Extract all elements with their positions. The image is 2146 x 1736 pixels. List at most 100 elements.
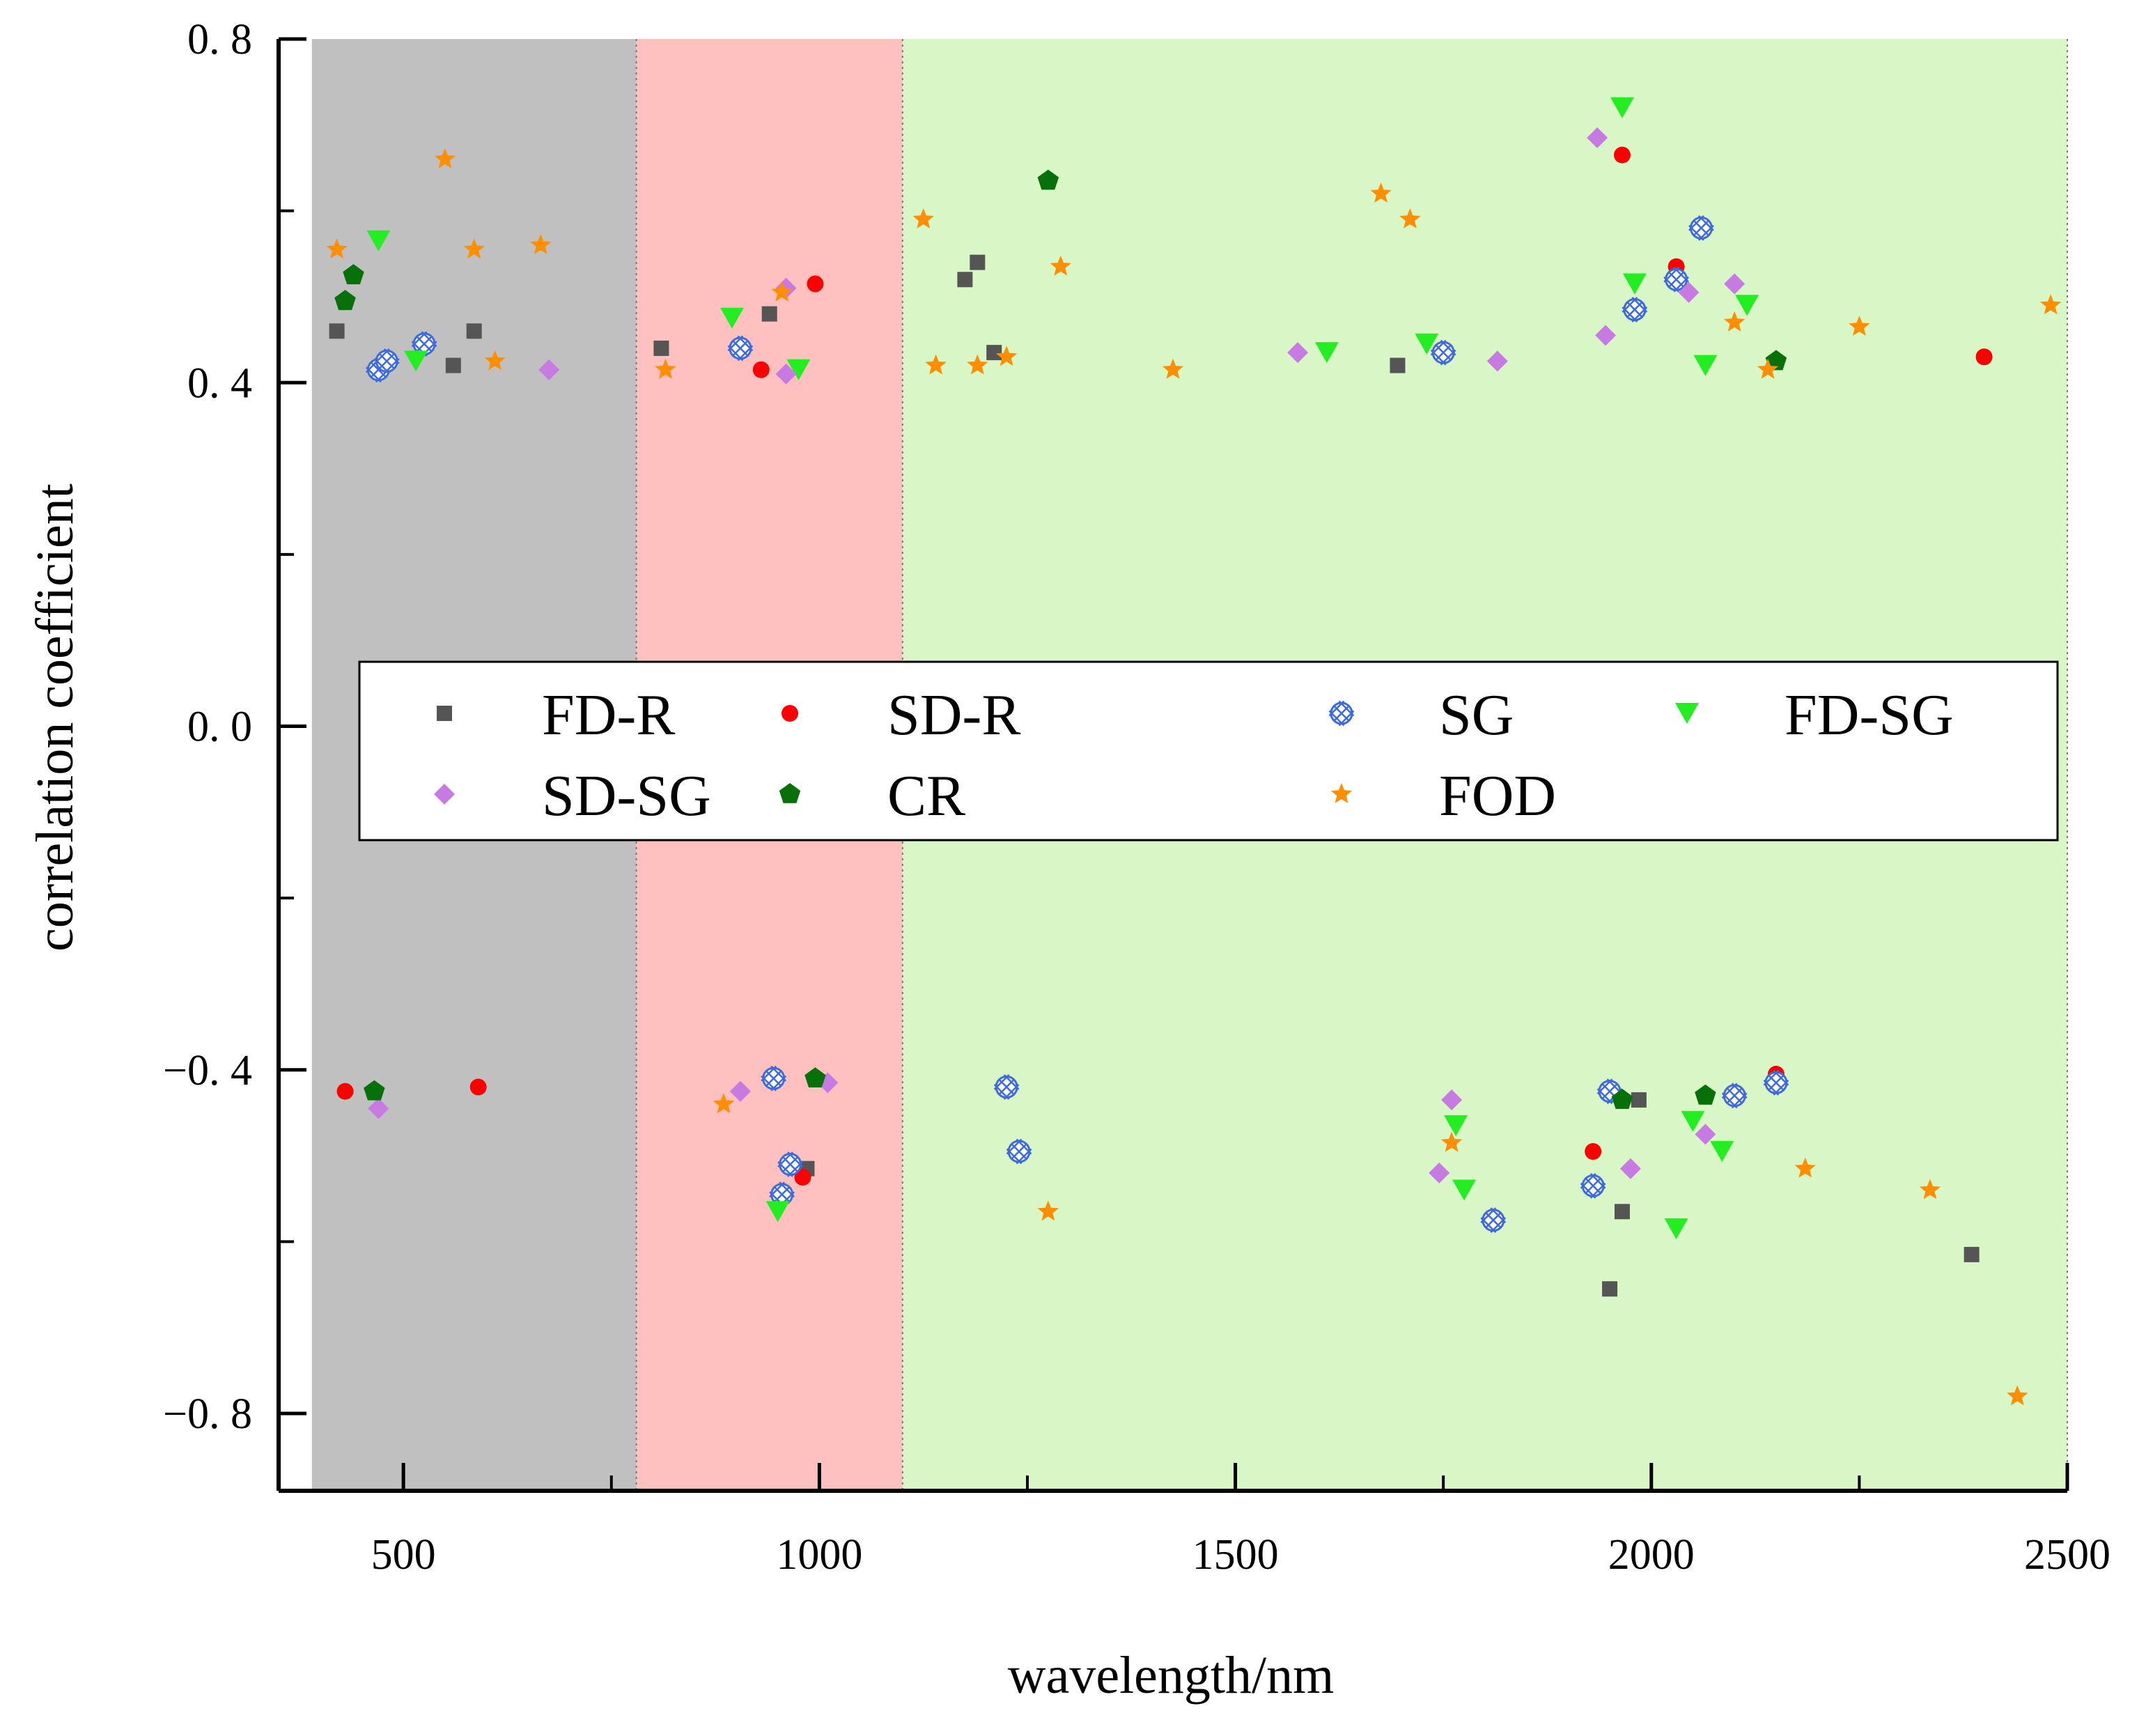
legend-marker-sg: [1328, 700, 1355, 727]
legend-marker-cr: [779, 783, 801, 803]
point-sg-8: [761, 1065, 787, 1092]
point-sd-sg-9: [368, 1098, 389, 1119]
point-sg-14: [1580, 1172, 1606, 1199]
point-fod-0: [326, 238, 348, 259]
point-fd-sg-8: [1314, 342, 1339, 364]
point-sg-1: [373, 348, 400, 374]
point-fd-sg-12: [1452, 1179, 1477, 1201]
point-fd-r-7: [986, 345, 1002, 361]
point-sg-13: [1480, 1207, 1507, 1233]
x-tick-label-1500: 1500: [1192, 1531, 1279, 1579]
point-fod-12: [1162, 358, 1184, 379]
point-fd-sg-5: [1622, 273, 1647, 295]
point-fod-20: [1037, 1200, 1059, 1221]
x-tick-label-2000: 2000: [1608, 1531, 1695, 1579]
point-fod-18: [2039, 294, 2062, 315]
point-sd-r-0: [807, 275, 824, 293]
point-sd-sg-10: [729, 1080, 751, 1102]
legend-label-sg: SG: [1439, 683, 1514, 747]
point-sg-16: [1721, 1083, 1748, 1109]
point-cr-2: [1037, 169, 1059, 190]
legend-marker-sd-r: [782, 705, 798, 722]
y-axis-ticks: 0. 8 0. 4 0. 0 −0. 4 −0. 8: [163, 16, 306, 1438]
y-tick-label--0.8: −0. 8: [163, 1390, 252, 1438]
point-fod-19: [713, 1093, 735, 1113]
point-fd-sg-11: [1444, 1115, 1468, 1136]
point-sd-sg-12: [1429, 1162, 1450, 1184]
point-fod-7: [912, 208, 934, 228]
point-fod-14: [1399, 208, 1421, 228]
point-fod-1: [434, 148, 456, 169]
point-fd-sg-9: [1415, 333, 1439, 355]
point-sd-r-8: [1585, 1142, 1602, 1160]
point-fod-9: [967, 354, 988, 375]
point-cr-1: [343, 264, 364, 285]
point-cr-0: [334, 290, 356, 311]
point-fd-r-5: [957, 272, 973, 288]
point-fod-21: [1440, 1131, 1463, 1152]
legend-label-fd-sg: FD-SG: [1785, 683, 1954, 747]
point-fod-22: [1794, 1157, 1816, 1178]
point-sg-6: [1622, 297, 1648, 323]
point-fd-sg-6: [1693, 355, 1718, 376]
point-fod-3: [484, 350, 506, 371]
point-cr-5: [804, 1067, 826, 1087]
point-fd-sg-3: [786, 359, 811, 380]
point-sg-17: [1763, 1069, 1789, 1096]
point-fd-r-3: [653, 340, 669, 356]
point-sd-r-4: [1975, 348, 1993, 366]
point-sd-sg-14: [1619, 1158, 1641, 1179]
legend-marker-fod: [1330, 783, 1353, 803]
y-tick-label-0.4: 0. 4: [187, 359, 252, 407]
data-points: [326, 97, 2062, 1406]
point-sd-r-6: [469, 1078, 487, 1096]
y-axis-title: correlation coefficient: [26, 483, 84, 952]
legend-label-fd-r: FD-R: [542, 683, 675, 747]
point-fod-11: [1050, 255, 1071, 276]
x-tick-label-500: 500: [371, 1531, 436, 1579]
legend-marker-sd-sg: [434, 784, 455, 805]
point-cr-3: [1765, 350, 1787, 371]
point-sd-sg-15: [1695, 1124, 1716, 1145]
point-fd-r-8: [1390, 357, 1406, 373]
point-cr-7: [1695, 1084, 1716, 1105]
legend-label-sd-r: SD-R: [887, 683, 1020, 747]
legend-label-sd-sg: SD-SG: [542, 764, 711, 828]
point-sd-sg-0: [538, 359, 560, 380]
point-sd-sg-2: [775, 363, 797, 385]
point-fd-sg-15: [1710, 1140, 1734, 1162]
point-sg-7: [1430, 339, 1456, 366]
point-fd-sg-10: [765, 1201, 790, 1223]
point-fod-4: [530, 234, 552, 254]
point-sd-sg-7: [1678, 281, 1700, 303]
point-fod-8: [925, 354, 947, 375]
point-fod-2: [463, 238, 485, 259]
point-fd-r-2: [466, 323, 482, 339]
axes: [277, 39, 2067, 1493]
point-sg-3: [727, 335, 754, 362]
point-fod-13: [1370, 183, 1392, 203]
point-sg-9: [777, 1152, 803, 1177]
point-sd-sg-13: [1441, 1089, 1463, 1110]
point-fd-r-6: [970, 254, 986, 270]
point-fod-10: [995, 346, 1018, 366]
point-fd-sg-14: [1681, 1110, 1705, 1132]
point-fod-23: [1919, 1179, 1941, 1200]
point-fd-r-0: [329, 323, 345, 339]
point-fd-sg-13: [1664, 1218, 1688, 1239]
point-fod-6: [771, 281, 793, 302]
point-sd-r-2: [1613, 146, 1631, 164]
point-fd-sg-7: [1735, 295, 1759, 316]
x-tick-label-1000: 1000: [776, 1531, 862, 1579]
point-fd-r-1: [445, 357, 461, 373]
x-axis-title: wavelength/nm: [1008, 1646, 1335, 1705]
point-sg-5: [1663, 266, 1690, 293]
point-fd-sg-0: [366, 230, 391, 251]
legend-marker-fd-r: [437, 706, 452, 721]
point-cr-4: [364, 1080, 385, 1101]
point-fd-r-11: [1614, 1204, 1630, 1220]
point-fod-16: [1757, 358, 1779, 379]
point-fod-5: [655, 358, 676, 379]
point-sg-11: [993, 1074, 1020, 1100]
